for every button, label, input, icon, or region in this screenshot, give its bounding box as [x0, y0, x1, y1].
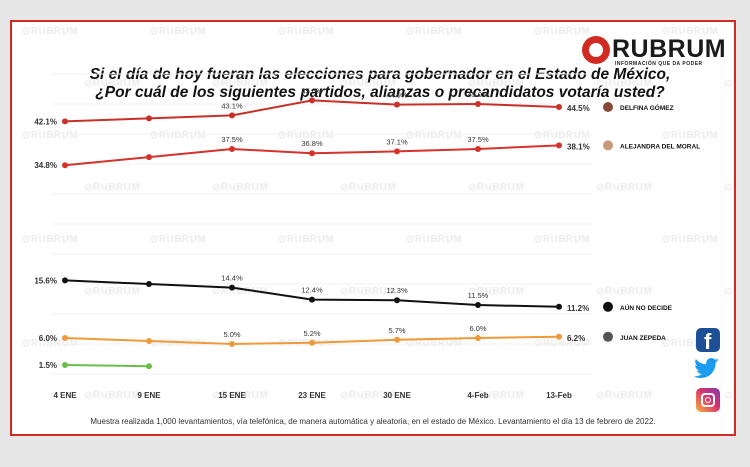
twitter-icon[interactable] [694, 358, 720, 378]
logo-text: RUBRUM [612, 35, 727, 63]
data-point [62, 162, 68, 169]
legend-label: ALEJANDRA DEL MORAL [620, 143, 700, 150]
data-label: 34.8% [34, 161, 57, 170]
data-label: 38.1% [567, 142, 590, 151]
candidate-avatar-icon [603, 140, 613, 151]
data-point [309, 97, 315, 104]
data-label: 15.6% [34, 276, 57, 285]
data-point [62, 118, 68, 125]
data-point [394, 336, 400, 343]
instagram-icon[interactable] [696, 388, 720, 412]
data-label: 45.0% [467, 90, 489, 99]
candidate-avatar-icon [603, 331, 613, 342]
data-point [229, 112, 235, 119]
data-point [556, 333, 562, 340]
data-label: 42.1% [34, 117, 57, 126]
x-tick-label: 13-Feb [546, 391, 572, 400]
logo-mark-icon [582, 36, 610, 64]
x-tick-label: 30 ENE [383, 391, 411, 400]
data-label: 5.0% [223, 330, 240, 339]
legend-label: JUAN ZEPEDA [620, 335, 666, 342]
chart-title-line-2: ¿Por cuál de los siguientes partidos, al… [95, 84, 665, 101]
data-point [556, 303, 562, 310]
data-point [146, 115, 152, 122]
data-point [62, 362, 68, 368]
data-point [309, 339, 315, 346]
data-point [146, 281, 152, 287]
data-point [146, 154, 152, 161]
data-point [475, 302, 481, 308]
series-line [64, 364, 150, 368]
data-label: 11.5% [468, 291, 489, 300]
data-point [146, 338, 152, 344]
data-label: 1.5% [39, 361, 57, 370]
data-label: 12.3% [386, 286, 408, 295]
x-tick-label: 4 ENE [53, 391, 77, 400]
x-tick-label: 4-Feb [467, 391, 488, 400]
logo-tagline: INFORMACIÓN QUE DA PODER [615, 61, 703, 67]
line-chart: 42.1% 43.1% 45.6% 44.9% 45.0% 44.5% DELFINA GÓ… [34, 73, 700, 400]
data-label: 6.0% [469, 324, 486, 333]
chart-card: ⊙RUBRUM ⊙RUBRUM ⊙RUBRUM ⊙RUBRUM ⊙RUBRUM ⊙RUBR… [10, 20, 736, 436]
data-point [229, 341, 235, 347]
data-point [229, 146, 235, 152]
candidate-avatar-icon [603, 301, 613, 312]
data-label: 37.1% [386, 137, 408, 146]
data-label: 45.6% [301, 86, 323, 95]
footnote: Muestra realizada 1,000 levantamientos, … [90, 417, 656, 426]
data-point [394, 101, 400, 108]
data-point [309, 150, 315, 157]
data-point [309, 296, 315, 303]
candidate-avatar-icon [603, 102, 613, 112]
data-point [394, 148, 400, 155]
data-label: 37.5% [221, 135, 243, 144]
data-label: 44.5% [567, 104, 590, 113]
data-point [475, 101, 481, 107]
x-tick-label: 15 ENE [218, 391, 246, 400]
data-point [475, 146, 481, 152]
legend-label: DELFINA GÓMEZ [620, 103, 674, 112]
facebook-icon[interactable]: f [696, 328, 720, 354]
data-label: 43.1% [221, 101, 243, 110]
data-point [62, 277, 68, 284]
data-point [556, 104, 562, 110]
data-point [394, 297, 400, 304]
data-label: 5.7% [388, 326, 405, 335]
data-label: 36.8% [301, 139, 323, 148]
data-label: 44.9% [386, 91, 408, 100]
data-label: 5.2% [303, 329, 320, 338]
rubrum-logo: RUBRUM INFORMACIÓN QUE DA PODER [582, 35, 726, 70]
data-label: 11.2% [567, 304, 589, 313]
x-tick-label: 23 ENE [298, 391, 326, 400]
legend-label: AÚN NO DECIDE [620, 303, 673, 312]
data-point [62, 335, 68, 341]
data-label: 14.4% [221, 274, 243, 283]
data-point [146, 363, 152, 370]
data-label: 12.4% [301, 286, 323, 295]
x-tick-label: 9 ENE [137, 391, 161, 400]
data-label: 37.5% [467, 135, 489, 144]
data-label: 6.2% [567, 334, 585, 343]
data-point [229, 284, 235, 291]
data-label: 6.0% [39, 334, 57, 343]
data-point [556, 142, 562, 149]
data-point [475, 335, 481, 341]
